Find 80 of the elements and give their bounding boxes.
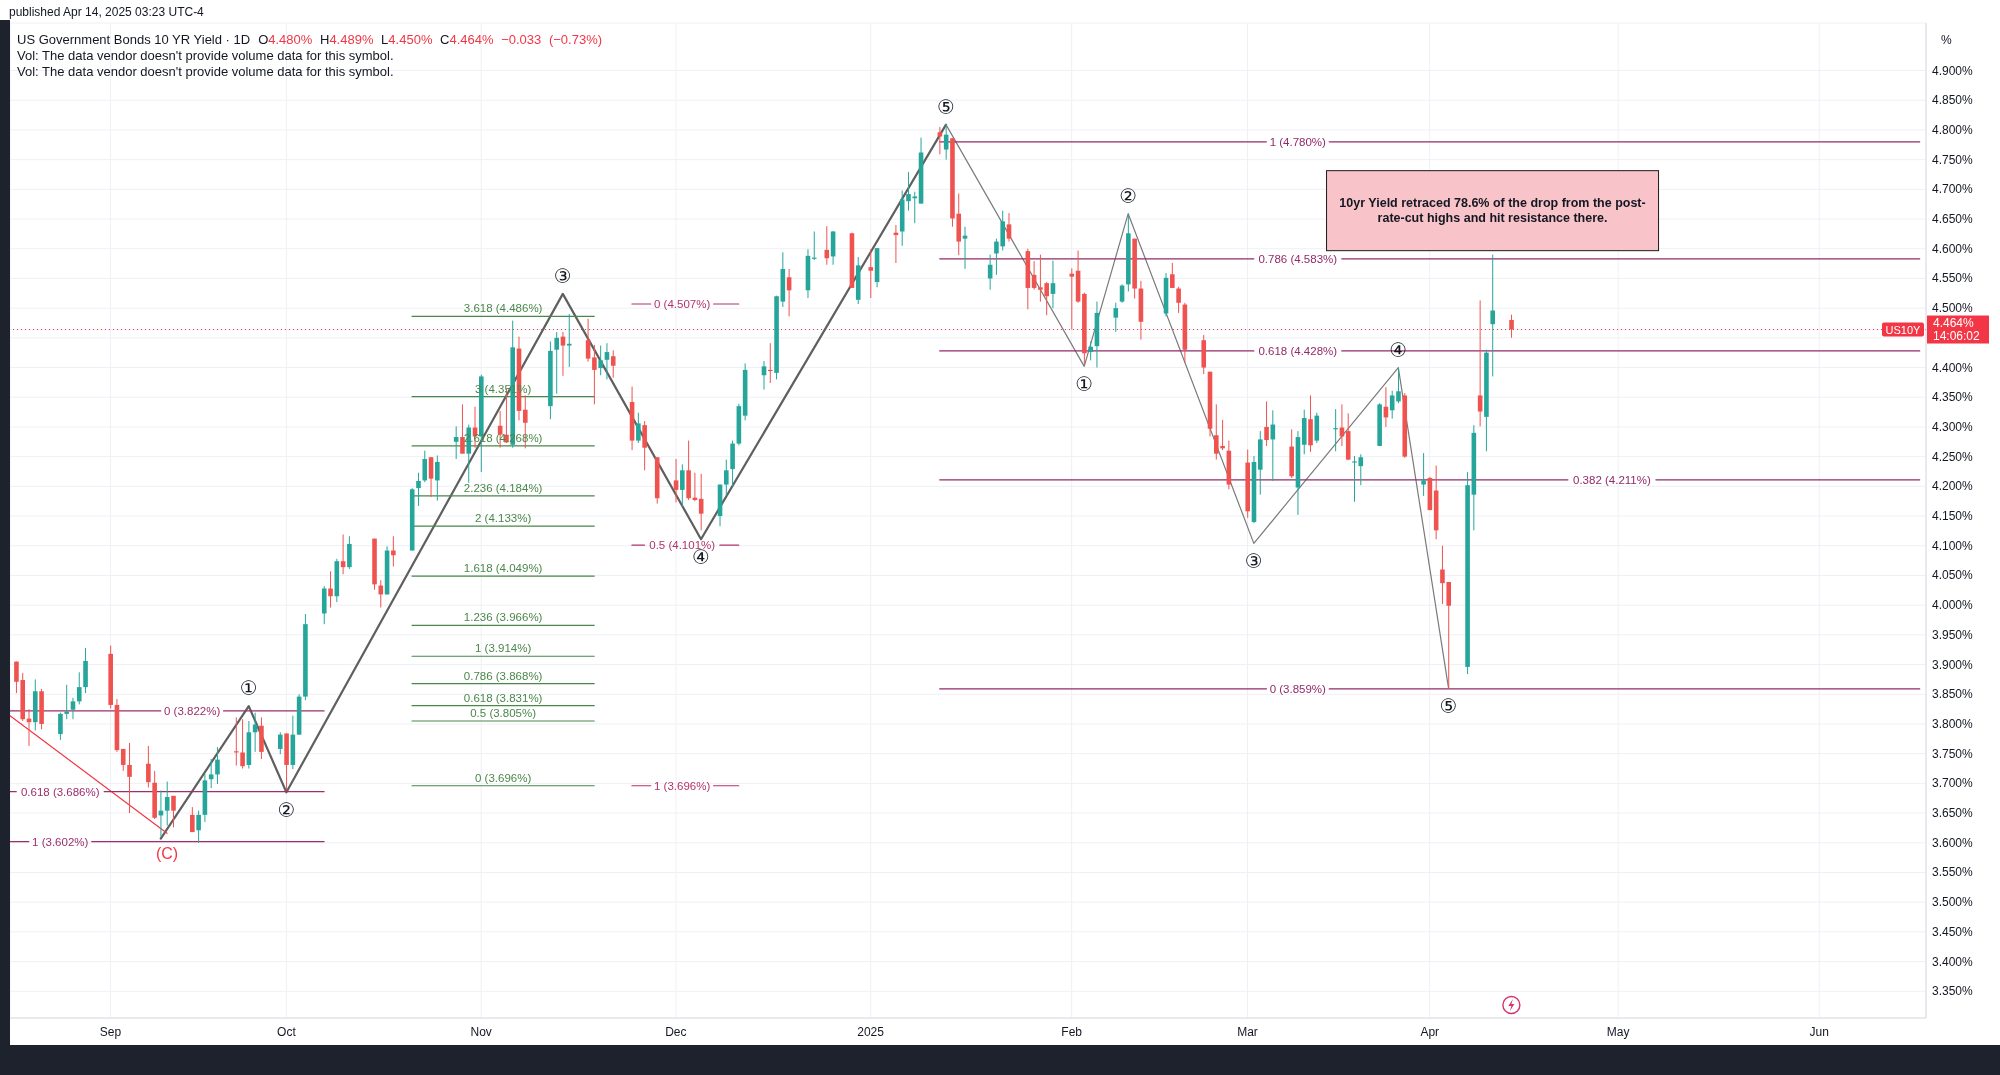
y-tick-label: 4.350% [1932, 390, 1974, 405]
x-tick-label: Feb [1061, 1024, 1083, 1039]
y-tick-label: 4.464% 14:06:02 [1933, 316, 1981, 344]
x-tick-label: 2025 [857, 1024, 885, 1039]
annotation: ③ [1244, 549, 1263, 574]
x-tick-label: May [1606, 1024, 1630, 1039]
series-label: 1.618 (4.049%) [463, 562, 543, 575]
y-tick-label: 4.100% [1932, 538, 1974, 553]
series-label: 1 (3.602%) [32, 835, 89, 848]
x-tick-label: Apr [1420, 1024, 1440, 1039]
y-tick-label: 3.650% [1932, 806, 1974, 821]
y-tick-label: 3.950% [1932, 627, 1974, 642]
y-tick-label: 4.250% [1932, 449, 1974, 464]
series-label: 2 (4.133%) [475, 512, 532, 525]
series-label: 0 (4.507%) [654, 297, 711, 310]
series-label: 2.236 (4.184%) [463, 481, 543, 494]
annotation: ② [277, 798, 296, 823]
annotation: Vol: The data vendor doesn't provide volume data for this symbol. [17, 64, 394, 79]
annotation: Vol: The data vendor doesn't provide volume data for this symbol. [17, 48, 394, 63]
series-label: 0.5 (4.101%) [649, 539, 716, 552]
series-label: (C) [155, 844, 179, 862]
y-tick-label: 4.150% [1932, 509, 1974, 524]
y-tick-label: 3.800% [1932, 716, 1974, 731]
x-tick-label: Sep [99, 1024, 122, 1039]
annotation: ② [1119, 183, 1138, 208]
series-label: 1 (4.780%) [1269, 135, 1327, 148]
y-tick-label: 4.700% [1932, 182, 1974, 197]
x-tick-label: Oct [277, 1024, 297, 1039]
y-tick-label: 3.400% [1932, 954, 1974, 969]
y-tick-label: 3.350% [1932, 984, 1974, 999]
y-tick-label: 3.450% [1932, 924, 1974, 939]
y-tick-label: 4.550% [1932, 271, 1974, 286]
y-tick-label: 4.900% [1932, 63, 1974, 78]
series-label: 0.786 (4.583%) [1258, 252, 1338, 265]
text: US Government Bonds 10 YR Yield · 1D [17, 32, 251, 47]
x-tick-label: Mar [1237, 1024, 1258, 1039]
series-label: 3.618 (4.486%) [463, 302, 543, 315]
y-tick-label: 4.600% [1932, 241, 1974, 256]
y-tick-label: 3.700% [1932, 776, 1974, 791]
text: O4.480% H4.489% L4.450% C4.464% −0.033 (−0.73%) [258, 32, 603, 47]
y-tick-label: 4.800% [1932, 122, 1974, 137]
series-label: 1 (3.914%) [475, 642, 532, 655]
y-tick-label: 4.200% [1932, 479, 1974, 494]
ref-line-label: US10Y [1885, 323, 1922, 336]
x-tick-label: Nov [470, 1024, 492, 1039]
y-tick-label: 4.050% [1932, 568, 1974, 583]
annotation: ① [1075, 372, 1094, 397]
series-label: 0.382 (4.211%) [1573, 473, 1651, 486]
y-tick-label: 4.500% [1932, 301, 1974, 316]
series-label: 0.618 (3.686%) [20, 785, 100, 798]
annotation: ⑤ [1439, 694, 1458, 719]
series-label: 0.5 (3.805%) [470, 706, 537, 719]
annotation: ① [239, 676, 258, 701]
series-label: 0.618 (4.428%) [1258, 344, 1338, 357]
y-tick-label: 3.600% [1932, 835, 1974, 850]
annotation: ③ [553, 263, 572, 288]
series-label: 0 (3.859%) [1269, 682, 1327, 695]
annotation: ⑤ [937, 94, 955, 119]
series-label: 0.786 (3.868%) [463, 669, 543, 682]
y-tick-label: 4.650% [1932, 212, 1974, 227]
y-tick-label: 4.400% [1932, 360, 1974, 375]
x-tick-label: Jun [1809, 1024, 1829, 1039]
y-tick-label: 3.500% [1932, 895, 1974, 910]
series-label: 1 (3.696%) [654, 779, 711, 792]
y-axis-title: % [1941, 33, 1952, 47]
text: published Apr 14, 2025 03:23 UTC-4 [9, 5, 204, 19]
series-label: 0 (3.696%) [475, 771, 532, 784]
y-tick-label: 4.000% [1932, 598, 1974, 613]
series-label: 1.236 (3.966%) [463, 611, 543, 624]
y-tick-label: 3.750% [1932, 746, 1974, 761]
series-label: 0.618 (3.831%) [463, 691, 543, 704]
series-label: 0 (3.822%) [164, 704, 221, 717]
y-tick-label: 4.300% [1932, 419, 1974, 434]
y-tick-label: 4.750% [1932, 152, 1974, 167]
x-tick-label: Dec [665, 1024, 687, 1039]
y-tick-label: 3.900% [1932, 657, 1974, 672]
y-tick-label: 4.850% [1932, 93, 1974, 108]
y-tick-label: 3.550% [1932, 865, 1974, 880]
y-tick-label: 3.850% [1932, 687, 1974, 702]
annotation: 10yr Yield retraced 78.6% of the drop from the post-rate-cut highs and hit resistance there. [1338, 195, 1647, 226]
